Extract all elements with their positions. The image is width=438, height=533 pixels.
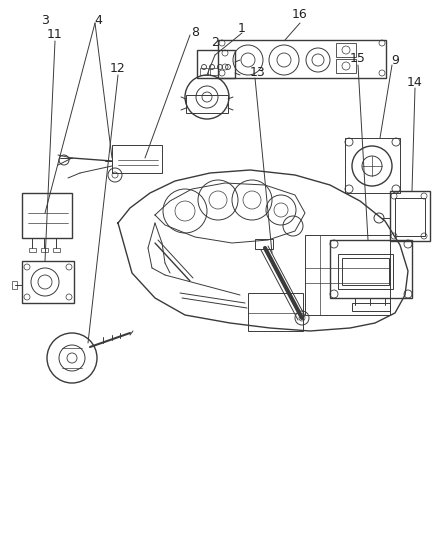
Text: 15: 15 [350, 52, 366, 64]
Bar [395, 198, 425, 236]
Bar [330, 240, 412, 298]
Bar [22, 193, 72, 238]
Bar [338, 254, 393, 289]
Bar [248, 293, 303, 331]
Bar [336, 43, 356, 57]
Bar [218, 40, 386, 78]
Bar [197, 50, 235, 78]
Bar [53, 248, 60, 252]
Bar [345, 138, 400, 193]
Bar [29, 248, 36, 252]
Text: 1: 1 [238, 21, 246, 35]
Bar [112, 145, 162, 173]
Bar [22, 261, 74, 303]
Text: 11: 11 [47, 28, 63, 42]
Bar [255, 239, 273, 249]
Bar [390, 191, 430, 241]
Text: 14: 14 [407, 77, 423, 90]
Bar [12, 281, 17, 289]
Bar [41, 248, 48, 252]
Bar [210, 68, 218, 75]
Bar [336, 59, 356, 73]
Text: 13: 13 [250, 67, 266, 79]
Text: 8: 8 [191, 27, 199, 39]
Text: 3: 3 [41, 14, 49, 28]
Bar [342, 258, 389, 285]
Bar [305, 235, 390, 315]
Text: 9: 9 [391, 54, 399, 68]
Bar [352, 303, 390, 311]
Bar [186, 95, 228, 113]
Bar [200, 68, 208, 75]
Text: 4: 4 [94, 14, 102, 28]
Text: 12: 12 [110, 61, 126, 75]
Text: 2: 2 [211, 36, 219, 50]
Text: 16: 16 [292, 9, 308, 21]
